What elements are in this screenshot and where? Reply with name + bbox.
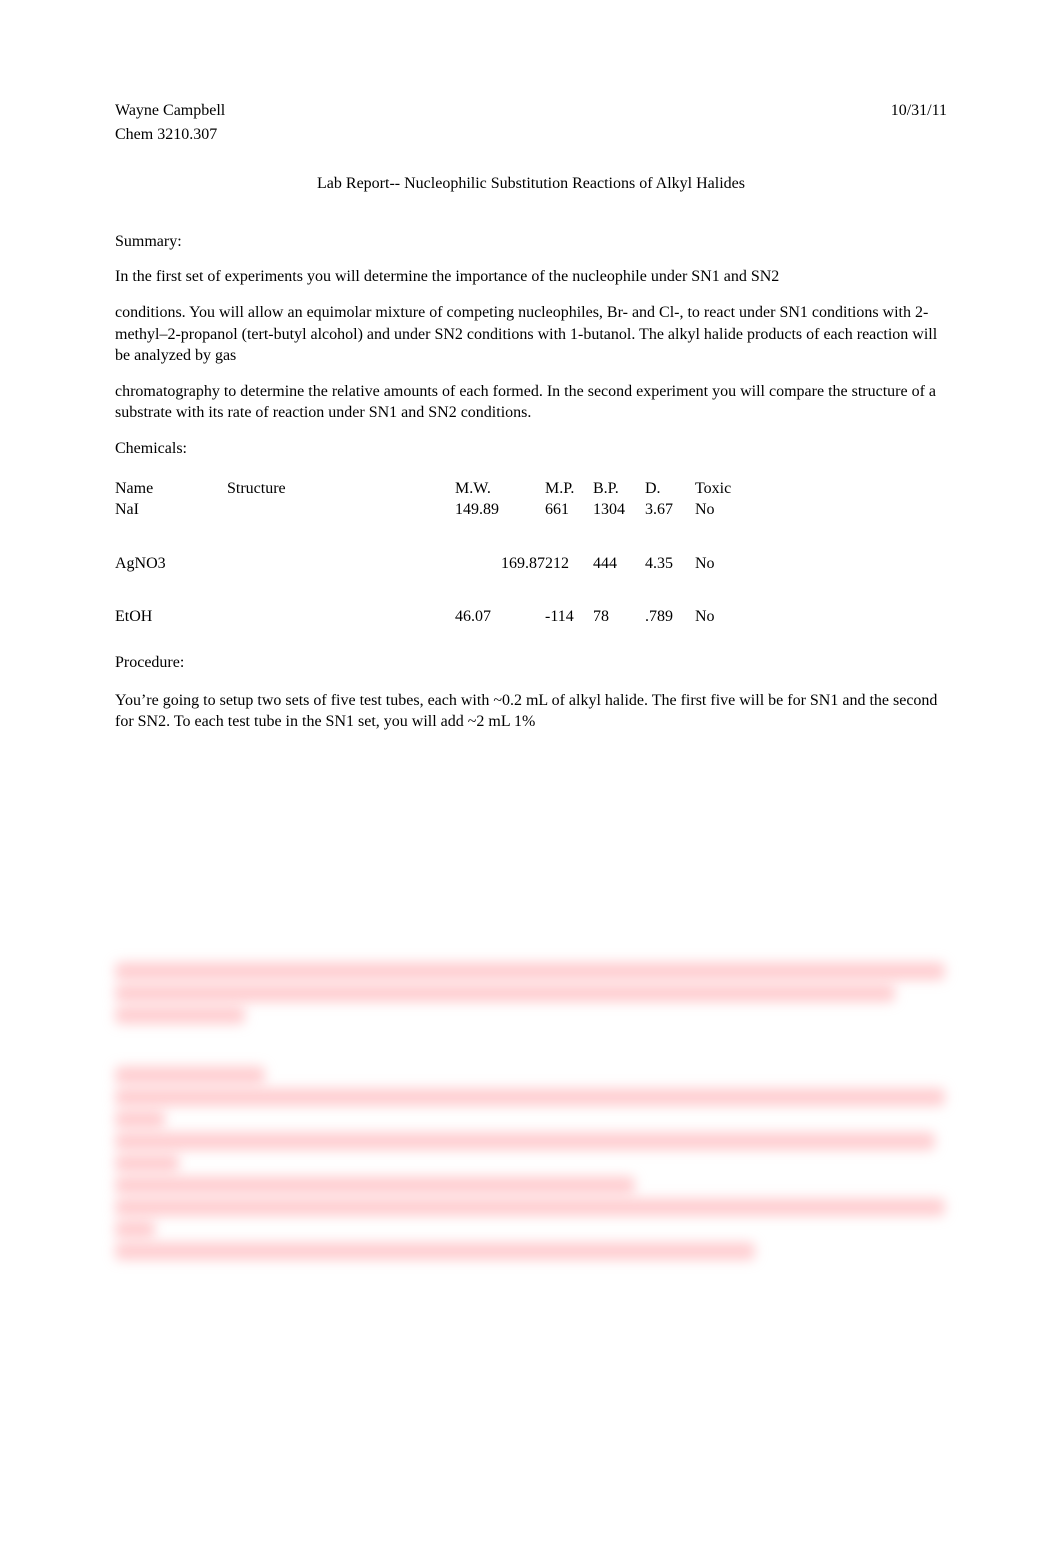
summary-heading: Summary: <box>115 231 947 253</box>
redacted-line <box>115 1242 755 1260</box>
cell-struct <box>227 553 455 575</box>
table-row: AgNO3 169.87 212 444 4.35 No <box>115 553 755 575</box>
redacted-line <box>115 1088 945 1106</box>
procedure-paragraph: You’re going to setup two sets of five t… <box>115 690 947 733</box>
cell-mp: -114 <box>545 606 593 628</box>
col-header-d: D. <box>645 478 695 500</box>
redacted-line <box>115 1132 935 1150</box>
cell-bp: 444 <box>593 553 645 575</box>
cell-name: AgNO3 <box>115 553 227 575</box>
redacted-line <box>115 1066 265 1084</box>
cell-struct <box>227 499 455 521</box>
author-name: Wayne Campbell <box>115 100 225 122</box>
redacted-line <box>115 984 895 1002</box>
redacted-line <box>115 1006 245 1024</box>
cell-d: 3.67 <box>645 499 695 521</box>
cell-toxic: No <box>695 606 755 628</box>
chemicals-table: Name Structure M.W. M.P. B.P. D. Toxic N… <box>115 478 755 628</box>
cell-mp: 661 <box>545 499 593 521</box>
redacted-line <box>115 1220 155 1238</box>
cell-mw: 169.87 <box>455 553 545 575</box>
table-header-row: Name Structure M.W. M.P. B.P. D. Toxic <box>115 478 755 500</box>
cell-bp: 78 <box>593 606 645 628</box>
redacted-line <box>115 962 945 980</box>
cell-d: 4.35 <box>645 553 695 575</box>
procedure-heading: Procedure: <box>115 652 947 674</box>
summary-paragraph-1: In the first set of experiments you will… <box>115 266 947 288</box>
cell-struct <box>227 606 455 628</box>
cell-mw: 149.89 <box>455 499 545 521</box>
summary-paragraph-2: conditions. You will allow an equimolar … <box>115 302 947 367</box>
col-header-structure: Structure <box>227 478 455 500</box>
chemicals-heading: Chemicals: <box>115 438 947 460</box>
col-header-mp: M.P. <box>545 478 593 500</box>
document-date: 10/31/11 <box>891 100 947 122</box>
cell-mw: 46.07 <box>455 606 545 628</box>
col-header-mw: M.W. <box>455 478 545 500</box>
redacted-line <box>115 1110 165 1128</box>
cell-toxic: No <box>695 553 755 575</box>
summary-paragraph-3: chromatography to determine the relative… <box>115 381 947 424</box>
redacted-line <box>115 1154 179 1172</box>
cell-d: .789 <box>645 606 695 628</box>
cell-toxic: No <box>695 499 755 521</box>
cell-name: NaI <box>115 499 227 521</box>
table-row: EtOH 46.07 -114 78 .789 No <box>115 606 755 628</box>
cell-name: EtOH <box>115 606 227 628</box>
cell-bp: 1304 <box>593 499 645 521</box>
table-row: NaI 149.89 661 1304 3.67 No <box>115 499 755 521</box>
course-code: Chem 3210.307 <box>115 124 947 146</box>
redacted-line <box>115 1176 635 1194</box>
document-title: Lab Report-- Nucleophilic Substitution R… <box>115 173 947 195</box>
col-header-toxic: Toxic <box>695 478 755 500</box>
col-header-bp: B.P. <box>593 478 645 500</box>
redacted-line <box>115 1198 945 1216</box>
cell-mp: 212 <box>545 553 593 575</box>
col-header-name: Name <box>115 478 227 500</box>
